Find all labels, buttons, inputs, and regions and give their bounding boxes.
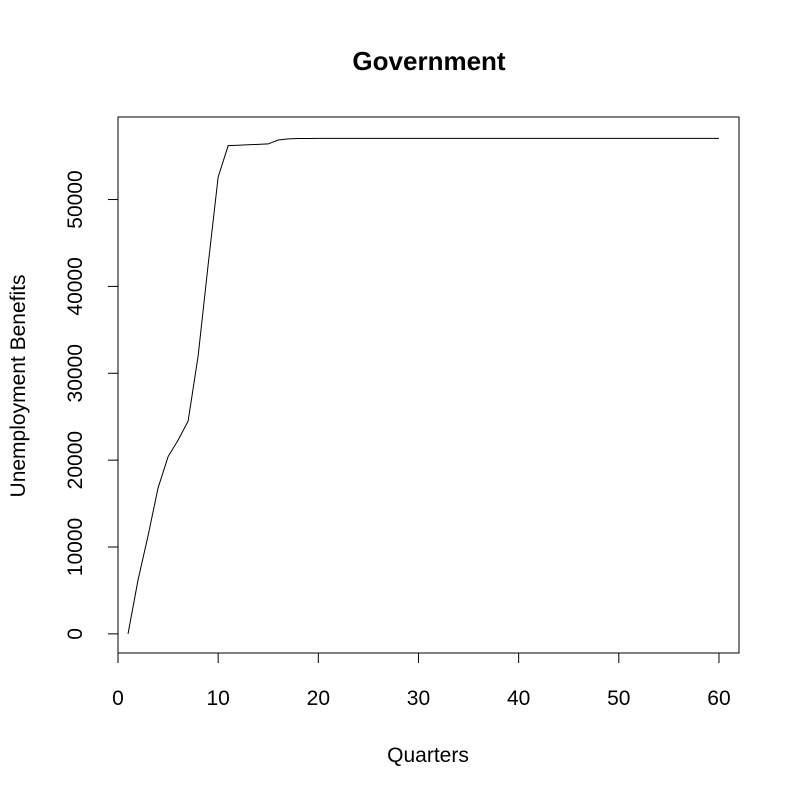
y-tick-label: 20000 <box>64 431 87 489</box>
y-tick-label: 40000 <box>64 257 87 315</box>
plot-frame <box>117 116 740 654</box>
y-tick-label: 10000 <box>64 518 87 576</box>
y-tick-label: 30000 <box>64 344 87 402</box>
x-tick-label: 30 <box>407 687 430 710</box>
x-tick-label: 0 <box>112 687 124 710</box>
chart-title: Government <box>352 46 505 76</box>
x-axis-ticks: 0 10 20 30 40 50 60 <box>112 653 731 710</box>
x-tick-label: 50 <box>607 687 630 710</box>
y-axis-label: Unemployment Benefits <box>7 275 30 498</box>
x-tick-label: 40 <box>507 687 530 710</box>
y-tick-label: 0 <box>64 628 87 640</box>
y-tick-label: 50000 <box>64 170 87 228</box>
x-tick-label: 10 <box>206 687 229 710</box>
y-axis-ticks: 0 10000 20000 30000 40000 50000 <box>64 170 118 640</box>
x-tick-label: 20 <box>307 687 330 710</box>
x-tick-label: 60 <box>707 687 730 710</box>
x-axis-label: Quarters <box>387 744 469 767</box>
series-line <box>127 137 719 634</box>
